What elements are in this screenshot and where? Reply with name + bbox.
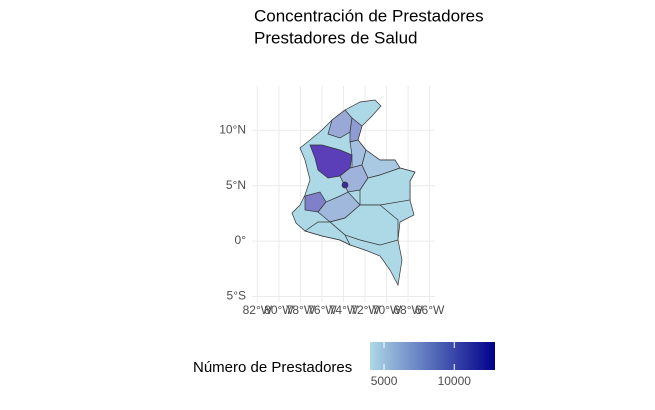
- chart-subtitle: Prestadores de Salud: [254, 28, 418, 47]
- x-tick-label: 78°W: [286, 303, 316, 317]
- department: [341, 181, 349, 189]
- x-tick-label: 66°W: [415, 303, 445, 317]
- department: [329, 204, 399, 246]
- colorbar-tick-label: 10000: [438, 374, 472, 388]
- legend: Número de Prestadores 5000 10000: [193, 342, 495, 388]
- legend-title: Número de Prestadores: [193, 359, 352, 376]
- colorbar: [370, 342, 495, 370]
- x-tick-label: 74°W: [329, 303, 359, 317]
- map: [291, 99, 416, 287]
- x-tick-label: 82°W: [243, 303, 273, 317]
- x-tick-label: 72°W: [350, 303, 380, 317]
- department: [304, 221, 351, 246]
- chart-title: Concentración de Prestadores: [254, 6, 484, 25]
- y-tick-label: 5°S: [227, 289, 246, 303]
- x-tick-label: 68°W: [393, 303, 423, 317]
- x-tick-label: 76°W: [307, 303, 337, 317]
- y-tick-label: 10°N: [219, 122, 246, 136]
- y-tick-label: 5°N: [226, 178, 246, 192]
- colorbar-tick-label: 5000: [371, 374, 398, 388]
- x-tick-label: 70°W: [372, 303, 402, 317]
- x-tick-label: 80°W: [264, 303, 294, 317]
- y-tick-label: 0°: [235, 233, 247, 247]
